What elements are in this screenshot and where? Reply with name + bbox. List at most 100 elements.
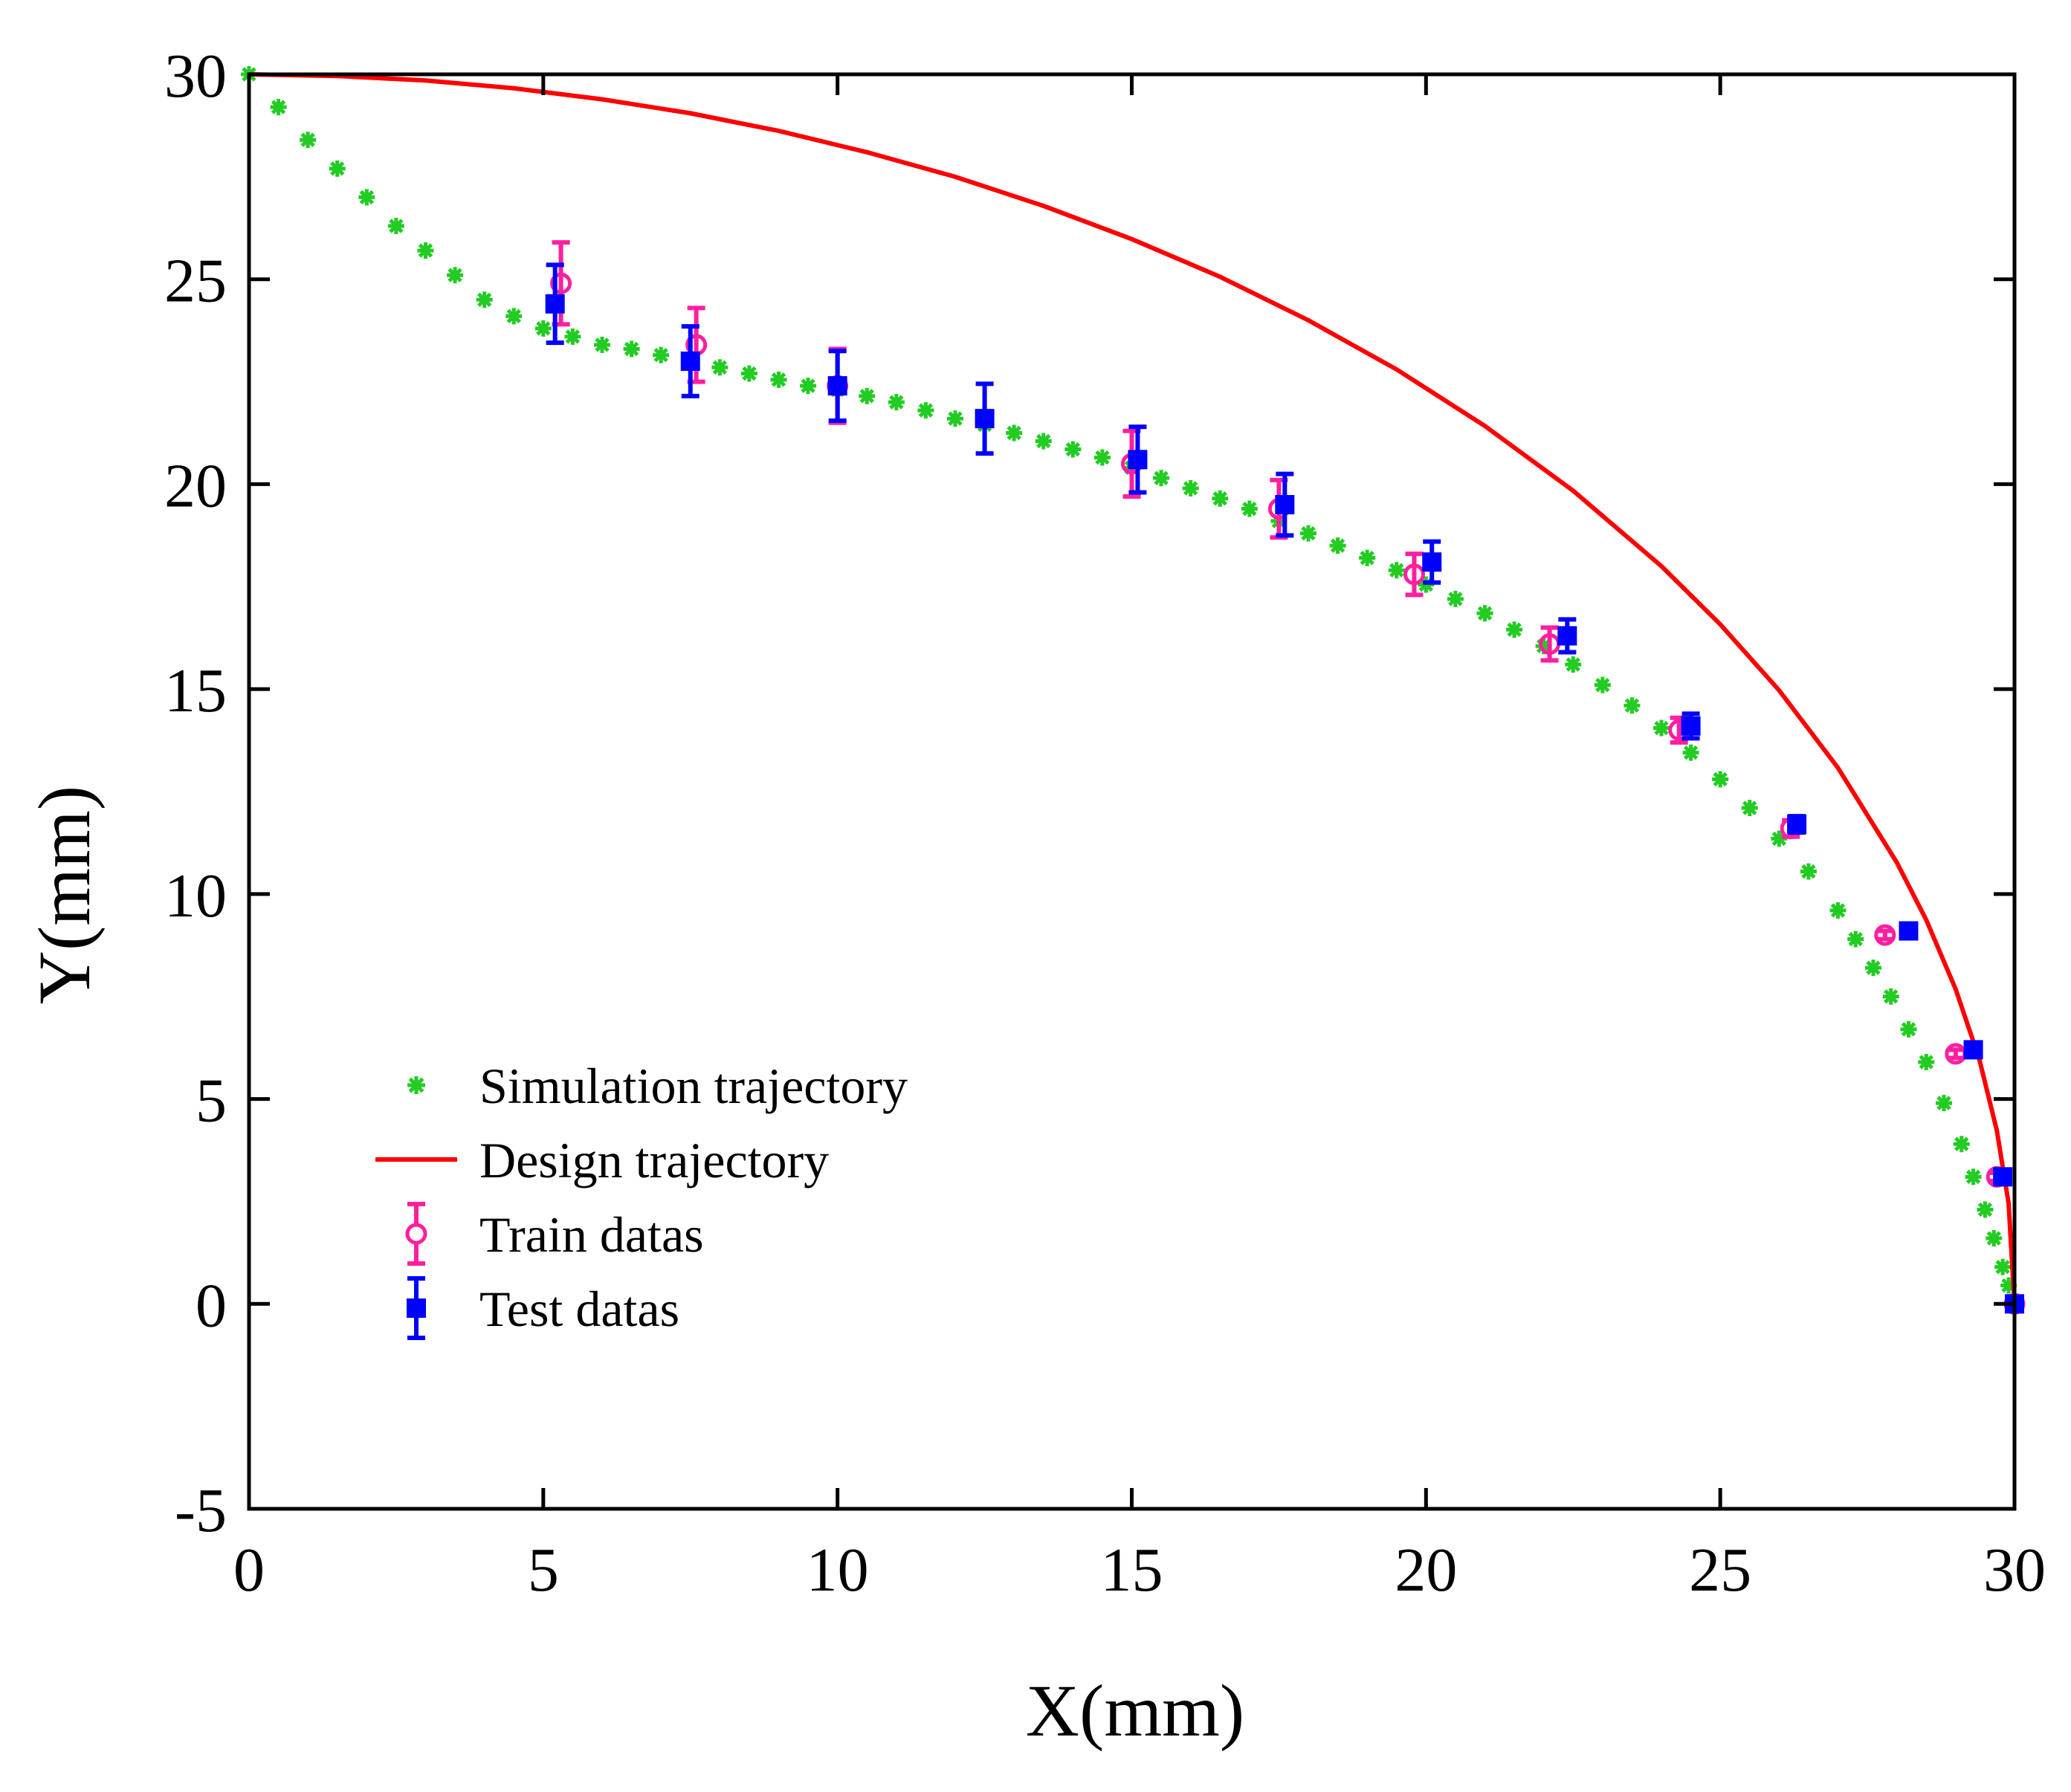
star-stroke (271, 100, 286, 114)
simulation-point (859, 387, 876, 404)
star-stroke (1595, 677, 1610, 693)
simulation-point (1936, 1095, 1952, 1112)
star-stroke (300, 132, 315, 147)
x-tick-label: 20 (1395, 1536, 1457, 1605)
legend-label-simulation: Simulation trajectory (479, 1058, 908, 1114)
train-point (550, 272, 572, 294)
simulation-point (1388, 562, 1405, 579)
legend-train-marker (405, 1223, 427, 1245)
star-stroke (448, 268, 462, 282)
simulation-point (1212, 490, 1229, 507)
x-tick-label: 25 (1689, 1536, 1751, 1605)
design-trajectory-line (248, 72, 2017, 1304)
simulation-point (1035, 433, 1052, 450)
star-stroke (1301, 525, 1316, 541)
simulation-point (1329, 537, 1346, 554)
simulation-point (329, 160, 346, 177)
x-tick-label: 0 (233, 1536, 265, 1605)
star-stroke (1065, 441, 1081, 457)
star-stroke (389, 219, 404, 233)
simulation-point (505, 308, 523, 325)
simulation-point (270, 99, 287, 116)
simulation-point (1093, 449, 1111, 466)
y-tick-label: 30 (164, 42, 227, 111)
simulation-point (800, 378, 817, 395)
star-stroke (889, 395, 904, 410)
simulation-point (1800, 863, 1817, 880)
simulation-point (300, 132, 317, 149)
star-stroke (1986, 1231, 2001, 1246)
star-stroke (1448, 592, 1463, 607)
test-point (1422, 552, 1442, 572)
star-stroke (1566, 657, 1580, 672)
y-tick-label: 25 (164, 247, 227, 316)
x-axis-label: X(mm) (1026, 1669, 1244, 1752)
star-stroke (1477, 606, 1493, 621)
simulation-point (1476, 605, 1493, 622)
star-stroke (771, 372, 786, 387)
test-point (1681, 716, 1701, 736)
simulation-point (770, 371, 787, 388)
star-stroke (653, 348, 668, 363)
x-tick-label: 30 (1983, 1536, 2046, 1605)
x-tick-label: 15 (1101, 1536, 1163, 1605)
simulation-point (387, 218, 404, 235)
star-stroke (1742, 800, 1757, 815)
simulation-point (1994, 1258, 2012, 1275)
train-error-bar (1405, 551, 1424, 598)
test-point (827, 376, 847, 396)
star-stroke (1360, 550, 1374, 566)
simulation-point (1653, 719, 1670, 737)
simulation-point (1682, 744, 1699, 761)
star-stroke (1919, 1055, 1933, 1070)
star-stroke (1183, 481, 1198, 496)
simulation-point (447, 267, 464, 284)
star-stroke (1848, 931, 1863, 947)
y-tick-label: 20 (164, 451, 227, 520)
test-point (1128, 450, 1148, 470)
star-stroke (1830, 903, 1846, 918)
star-stroke (1154, 470, 1169, 485)
test-point (1993, 1167, 2013, 1187)
simulation-point (1623, 697, 1641, 714)
star-stroke (1801, 864, 1816, 879)
star-stroke (1965, 1169, 1981, 1185)
simulation-point (623, 340, 640, 358)
simulation-point (888, 394, 905, 411)
y-tick-label: 5 (196, 1067, 227, 1136)
simulation-point (1182, 479, 1199, 496)
y-tick-label: 0 (196, 1271, 227, 1340)
star-stroke (1330, 538, 1345, 553)
simulation-point (417, 242, 434, 259)
test-point (975, 409, 995, 429)
star-stroke (565, 329, 581, 344)
simulation-point (594, 336, 610, 353)
simulation-point (1965, 1168, 1982, 1185)
simulation-point (1594, 676, 1611, 693)
simulation-point (1565, 656, 1582, 673)
star-stroke (1212, 491, 1227, 506)
y-tick-label: 15 (164, 656, 227, 725)
star-stroke (330, 161, 345, 176)
star-stroke (1901, 1022, 1916, 1037)
star-stroke (1036, 433, 1051, 449)
legend: Simulation trajectory Design trajectory Tr… (375, 1058, 908, 1340)
star-stroke (801, 378, 815, 393)
simulation-point (653, 346, 670, 363)
star-stroke (1936, 1096, 1951, 1110)
star-stroke (418, 243, 433, 258)
star-stroke (536, 321, 551, 336)
simulation-point (1900, 1020, 1917, 1038)
simulation-point (1712, 771, 1729, 788)
star-stroke (1713, 772, 1728, 787)
star-stroke (476, 292, 492, 307)
x-tick-label: 5 (528, 1536, 559, 1605)
simulation-point (947, 410, 963, 427)
plot-area (241, 66, 2026, 1315)
simulation-point (1741, 800, 1758, 817)
train-point (1874, 924, 1896, 946)
star-stroke (1007, 425, 1021, 441)
test-point (1557, 626, 1577, 646)
star-stroke (918, 403, 934, 418)
